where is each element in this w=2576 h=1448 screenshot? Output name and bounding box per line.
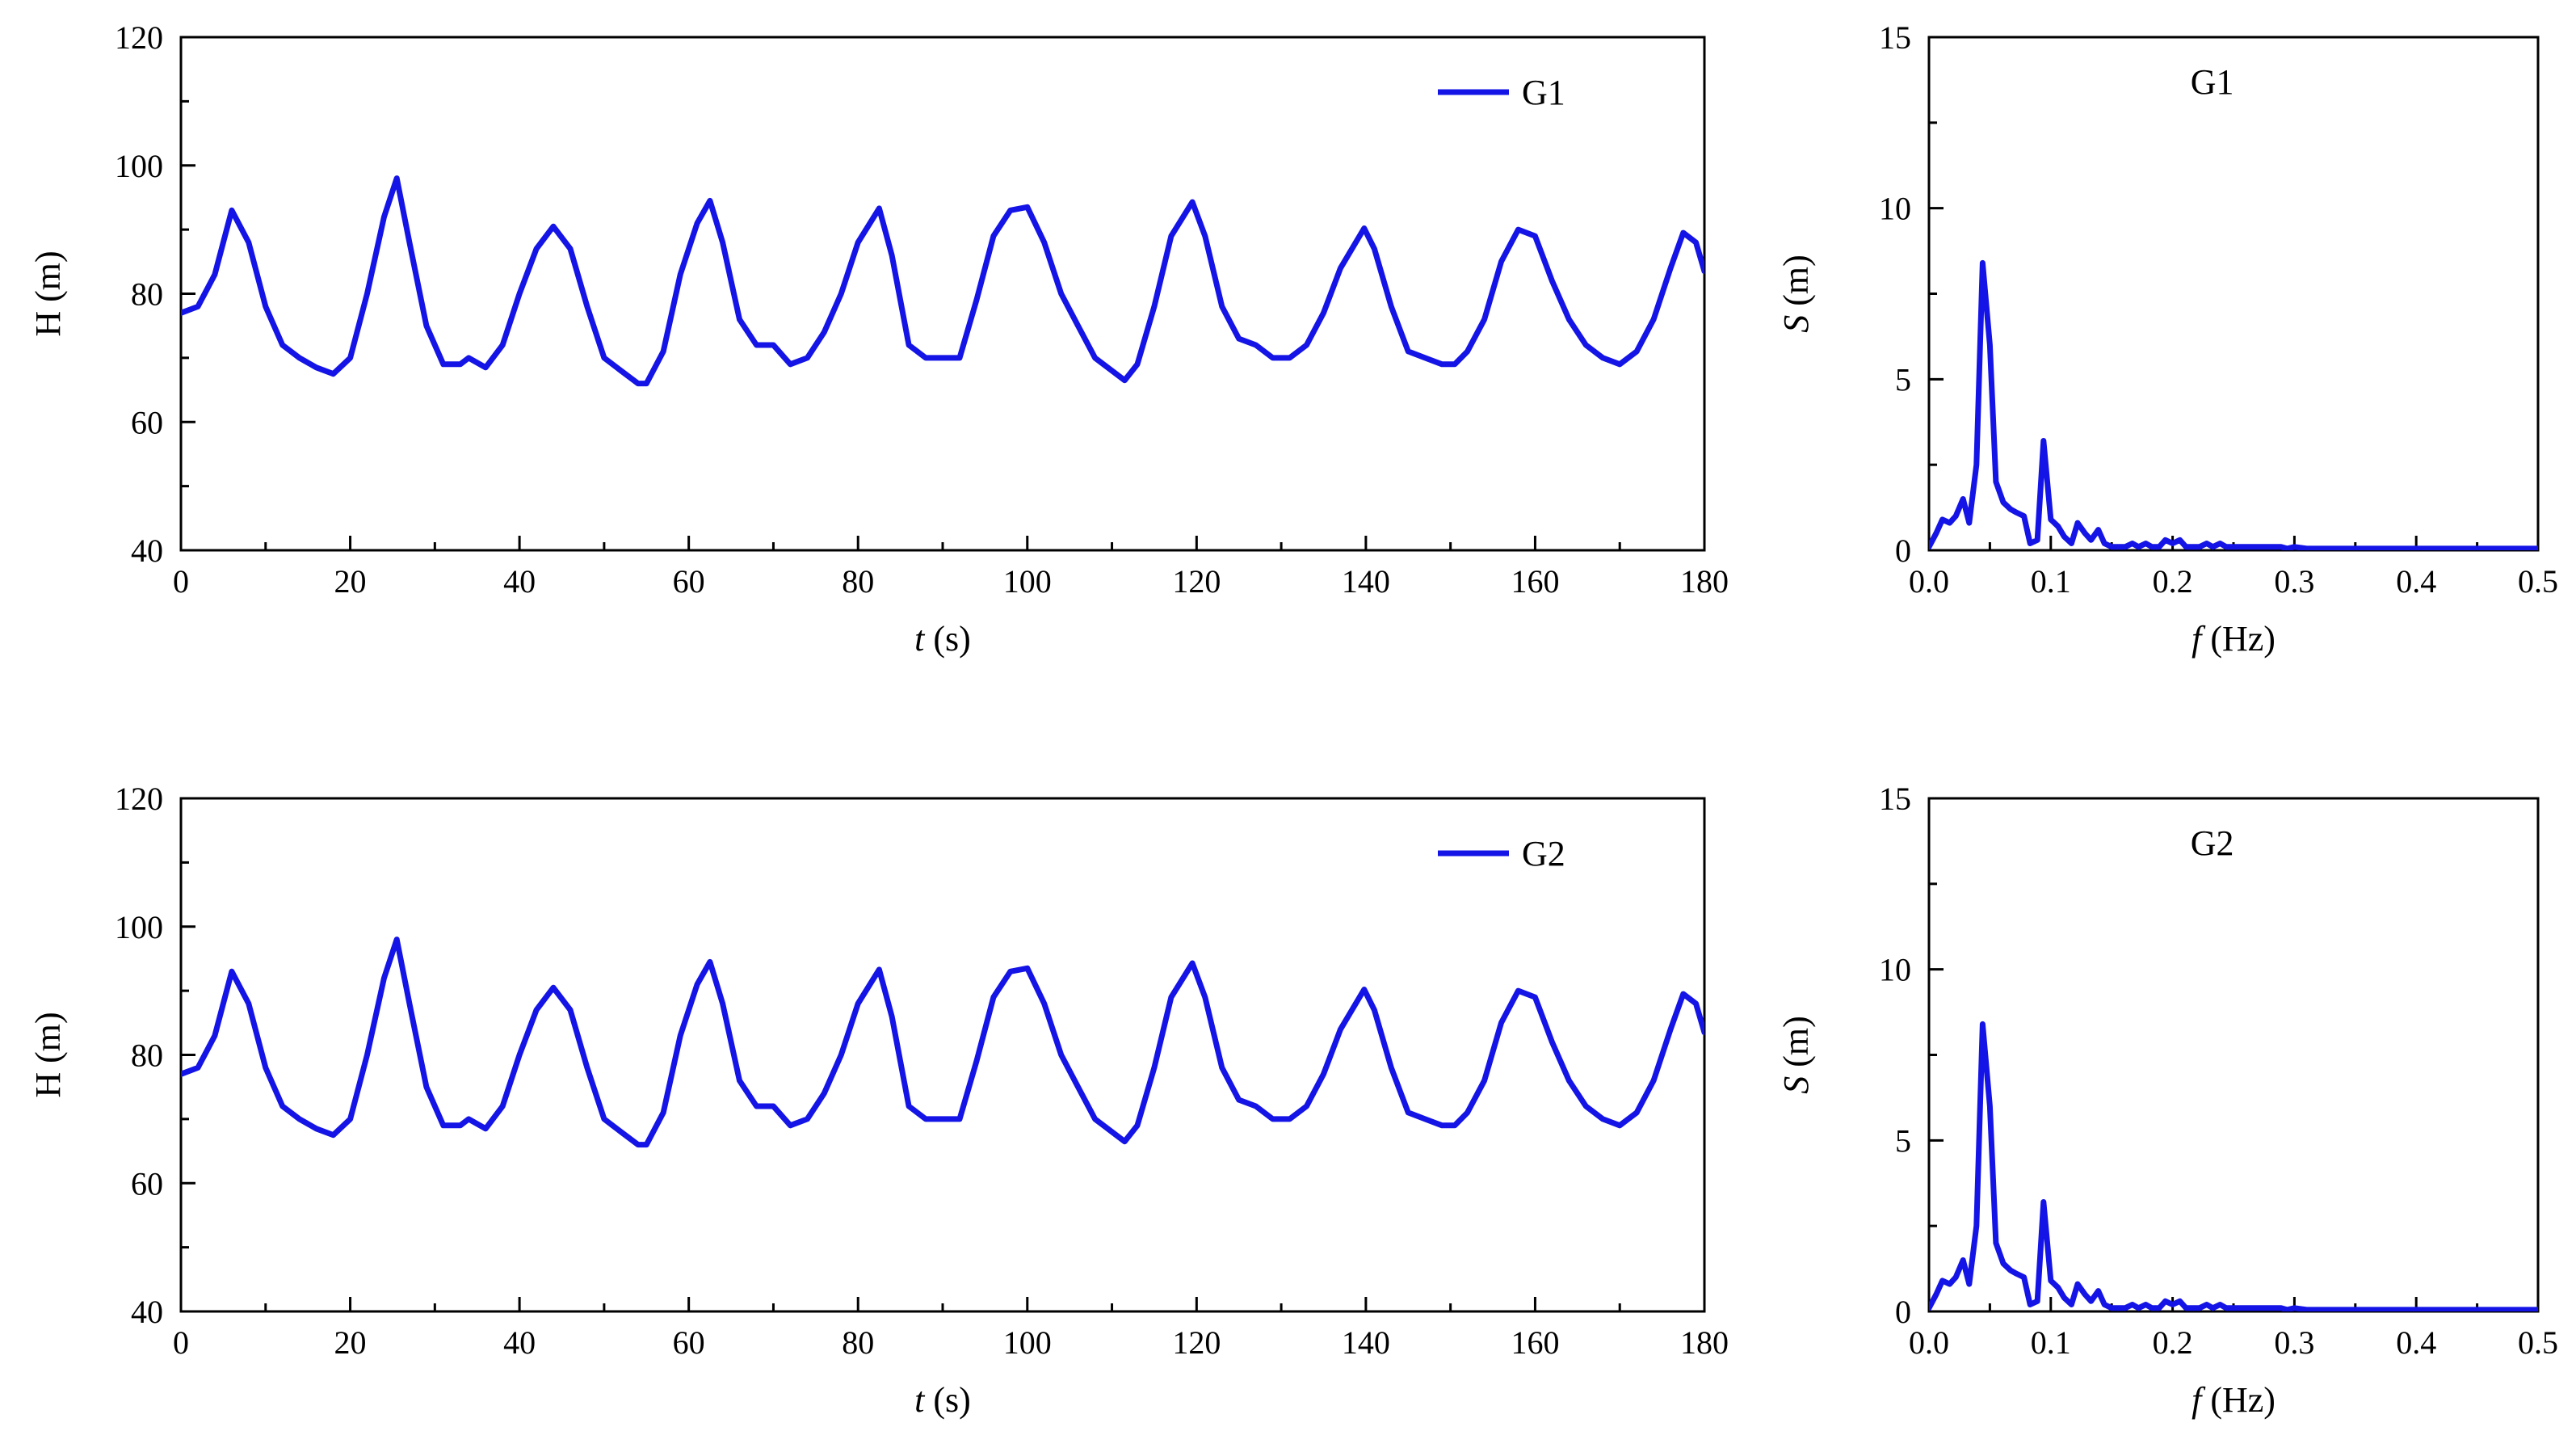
panel-title: G2 bbox=[2191, 823, 2234, 863]
x-axis-label: f (Hz) bbox=[2191, 1380, 2276, 1420]
chart-spectrum-g1: 0.0 0.1 0.2 0.3 0.4 0.5 0 5 10 15 f (Hz) S (m) G1 bbox=[1776, 19, 2558, 659]
x-tick-label: 100 bbox=[1003, 1324, 1052, 1361]
plot-frame bbox=[179, 36, 1706, 552]
y-axis-label: H (m) bbox=[28, 250, 68, 336]
x-tick-label: 120 bbox=[1172, 563, 1221, 600]
x-tick-label: 180 bbox=[1680, 1324, 1729, 1361]
x-tick-label: 20 bbox=[334, 563, 367, 600]
panel-title: G1 bbox=[2191, 62, 2234, 102]
x-tick-label: 60 bbox=[673, 563, 705, 600]
x-tick-label: 100 bbox=[1003, 563, 1052, 600]
y-axis-label: S (m) bbox=[1776, 1016, 1816, 1094]
x-tick-label: 0.1 bbox=[2031, 1324, 2071, 1361]
x-axis-label: t (s) bbox=[914, 619, 971, 659]
x-tick-label: 120 bbox=[1172, 1324, 1221, 1361]
series-line-spectrum-g1 bbox=[1929, 259, 2538, 550]
x-tick-label: 0 bbox=[173, 1324, 189, 1361]
x-tick-label: 0.3 bbox=[2274, 563, 2314, 600]
y-tick-label: 60 bbox=[131, 1165, 163, 1202]
y-tick-label: 0 bbox=[1895, 1294, 1911, 1330]
x-tick-label: 0.2 bbox=[2153, 1324, 2193, 1361]
x-tick-label: 40 bbox=[503, 1324, 536, 1361]
series-line-time-g1 bbox=[181, 175, 1704, 387]
y-axis-label: H (m) bbox=[28, 1012, 68, 1097]
y-axis-label: S (m) bbox=[1776, 255, 1816, 333]
x-tick-label: 0.0 bbox=[1909, 1324, 1949, 1361]
series-line-time-g2 bbox=[181, 937, 1704, 1148]
x-tick-label: 0.2 bbox=[2153, 563, 2193, 600]
x-tick-label: 0.5 bbox=[2518, 563, 2558, 600]
x-tick-label: 0.4 bbox=[2396, 563, 2436, 600]
x-tick-label: 180 bbox=[1680, 563, 1729, 600]
y-tick-label: 40 bbox=[131, 1294, 163, 1330]
x-tick-label: 160 bbox=[1511, 563, 1559, 600]
x-tick-label: 20 bbox=[334, 1324, 367, 1361]
x-tick-label: 60 bbox=[673, 1324, 705, 1361]
y-tick-label: 5 bbox=[1895, 361, 1911, 398]
y-tick-label: 5 bbox=[1895, 1122, 1911, 1159]
x-tick-label: 80 bbox=[842, 1324, 874, 1361]
x-tick-label: 140 bbox=[1342, 1324, 1390, 1361]
x-tick-label: 0 bbox=[173, 563, 189, 600]
y-tick-label: 10 bbox=[1879, 952, 1911, 988]
x-tick-label: 0.3 bbox=[2274, 1324, 2314, 1361]
plot-frame bbox=[1927, 797, 2540, 1313]
y-tick-label: 100 bbox=[115, 909, 163, 945]
y-tick-label: 120 bbox=[115, 19, 163, 56]
x-tick-label: 80 bbox=[842, 563, 874, 600]
x-tick-label: 140 bbox=[1342, 563, 1390, 600]
chart-time-g1: 0 20 40 60 80 100 120 140 160 180 40 60 80 100 120 t (s… bbox=[28, 19, 1729, 659]
y-tick-label: 0 bbox=[1895, 532, 1911, 569]
y-tick-label: 15 bbox=[1879, 19, 1911, 56]
y-tick-label: 10 bbox=[1879, 191, 1911, 227]
plot-frame bbox=[1927, 36, 2540, 552]
y-tick-label: 100 bbox=[115, 148, 163, 184]
series-line-spectrum-g2 bbox=[1929, 1021, 2538, 1311]
y-tick-label: 120 bbox=[115, 781, 163, 817]
legend-label: G2 bbox=[1522, 834, 1565, 873]
y-tick-label: 15 bbox=[1879, 781, 1911, 817]
y-tick-label: 80 bbox=[131, 1038, 163, 1074]
legend-label: G1 bbox=[1522, 73, 1565, 112]
plot-frame bbox=[179, 797, 1706, 1313]
x-tick-label: 0.1 bbox=[2031, 563, 2071, 600]
chart-time-g2: 0 20 40 60 80 100 120 140 160 180 40 60 80 100 120 t (s… bbox=[28, 781, 1729, 1420]
y-tick-label: 60 bbox=[131, 404, 163, 440]
x-tick-label: 160 bbox=[1511, 1324, 1559, 1361]
y-tick-label: 40 bbox=[131, 532, 163, 569]
chart-spectrum-g2: 0.0 0.1 0.2 0.3 0.4 0.5 0 5 10 15 f (Hz) S (m) G2 bbox=[1776, 781, 2558, 1420]
x-tick-label: 40 bbox=[503, 563, 536, 600]
y-tick-label: 80 bbox=[131, 276, 163, 313]
x-tick-label: 0.5 bbox=[2518, 1324, 2558, 1361]
x-tick-label: 0.4 bbox=[2396, 1324, 2436, 1361]
x-axis-label: t (s) bbox=[914, 1380, 971, 1420]
x-axis-label: f (Hz) bbox=[2191, 619, 2276, 659]
x-tick-label: 0.0 bbox=[1909, 563, 1949, 600]
